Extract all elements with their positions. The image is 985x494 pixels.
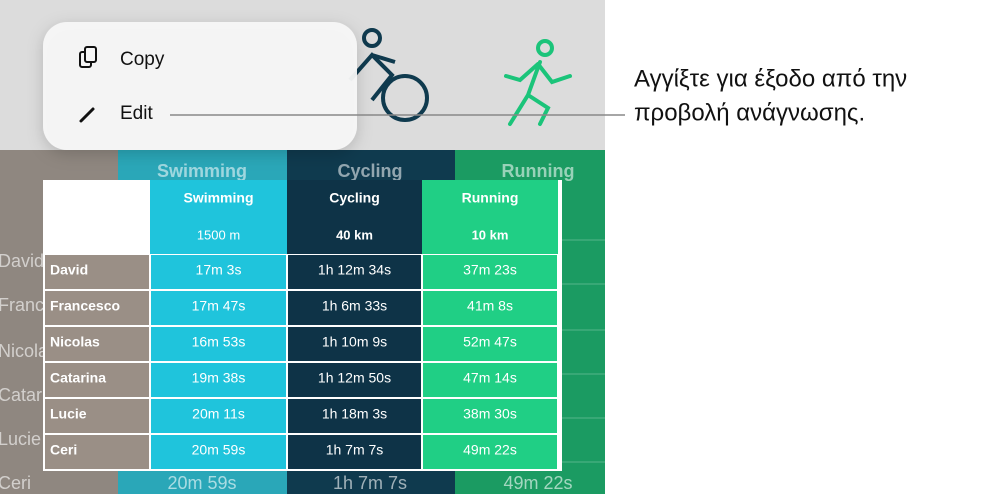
name-cell [45,255,149,289]
cell-text: 49m 22s [463,442,517,458]
table: Swimming 1500 m Cycling 40 km Running 10 km Da… [43,180,562,471]
bg-header: Running [502,161,575,181]
cell [423,255,557,289]
bg-name: David [0,251,44,271]
edit-icon [79,107,95,123]
name-cell [45,363,149,397]
cell [151,327,286,361]
menu-item[interactable]: Copy [120,49,165,70]
callout-text: προβολή ανάγνωσης. [634,99,865,126]
row-name: Nicolas [50,334,100,350]
running-icon [504,39,572,126]
cell [288,291,421,325]
distance: 1500 m [197,227,240,242]
bg-cell: 49m 22s [503,473,572,493]
cell [151,255,286,289]
bg-name: Ceri [0,473,31,493]
cell-text: 20m 11s [192,406,245,422]
row-name: David [50,262,88,278]
row-name: Catarina [50,370,106,386]
bg-name: Lucie [0,429,41,449]
cell [151,435,286,469]
row-name: Lucie [50,406,87,422]
distance: 40 km [336,227,373,242]
row-name: Francesco [50,298,120,314]
cell-text: 38m 30s [463,406,517,422]
cell-text: 17m 3s [196,262,242,278]
cell-text: 1h 6m 33s [322,298,387,314]
column-header: Running [462,190,519,206]
cell [423,435,557,469]
cell [423,291,557,325]
copy-icon [79,46,97,68]
cell [423,399,557,433]
cell-text: 52m 47s [463,334,517,350]
cell [151,363,286,397]
name-cell [45,291,149,325]
cell-text: 19m 38s [192,370,246,386]
cell-text: 1h 18m 3s [322,406,387,422]
cell-text: 1h 7m 7s [326,442,384,458]
cell-text: 1h 12m 50s [318,370,391,386]
cell-text: 37m 23s [463,262,517,278]
callout-text: Αγγίξτε για έξοδο από την [634,65,907,92]
cell-text: 1h 12m 34s [318,262,391,278]
column-header-cell [150,180,287,254]
cell-text: 41m 8s [467,298,513,314]
cell-text: 1h 10m 9s [322,334,387,350]
cell [423,363,557,397]
column-header: Swimming [183,190,253,206]
cell [151,291,286,325]
column-header-cell [422,180,558,254]
cell [288,327,421,361]
name-cell [45,435,149,469]
bg-header: Cycling [337,161,402,181]
row-name: Ceri [50,442,77,458]
context-menu [43,22,357,150]
screen: Swimming 20m 59s Cycling 1h 7m 7s Running 49m… [0,0,605,494]
cell [151,399,286,433]
bg-cell: 20m 59s [167,473,236,493]
name-cell [45,327,149,361]
cell [423,327,557,361]
cell [288,255,421,289]
cell [288,435,421,469]
bg-cell: 1h 7m 7s [333,473,407,493]
cell [288,363,421,397]
column-header-cell [287,180,422,254]
cycling-icon [348,28,429,122]
menu-item[interactable]: Edit [120,103,153,124]
cell-text: 17m 47s [192,298,246,314]
distance: 10 km [472,227,509,242]
cell-text: 20m 59s [192,442,246,458]
cell-text: 47m 14s [463,370,517,386]
column-header: Cycling [329,190,380,206]
bg-header: Swimming [157,161,247,181]
cell-text: 16m 53s [192,334,246,350]
name-cell [45,399,149,433]
cell [288,399,421,433]
bg-name: Nicolas [0,341,57,361]
